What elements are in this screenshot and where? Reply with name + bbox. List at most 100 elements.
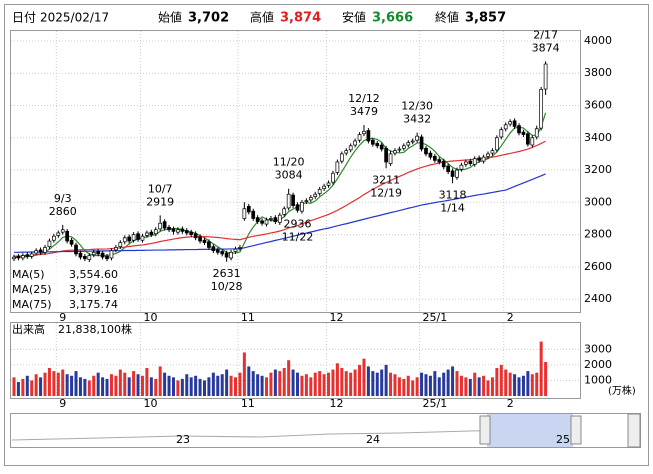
- volume-bar: [473, 372, 477, 396]
- navigator-handle[interactable]: [479, 415, 491, 445]
- volume-bar: [39, 377, 43, 396]
- scroll-button[interactable]: [627, 413, 641, 448]
- candle-body: [526, 133, 530, 145]
- candle-body: [490, 150, 495, 154]
- candle-body: [446, 165, 450, 172]
- candle-body: [140, 235, 145, 241]
- volume-bar: [171, 377, 175, 396]
- candle-body: [21, 255, 25, 259]
- volume-bar: [393, 374, 397, 396]
- candle-body: [114, 247, 118, 251]
- volume-bar: [256, 374, 260, 396]
- price-panel: [10, 30, 581, 313]
- candle-body: [353, 140, 357, 146]
- candle-body: [388, 153, 393, 164]
- candle-body: [180, 228, 185, 232]
- volume-bar: [442, 372, 446, 396]
- annotation-date: 12/12: [348, 92, 380, 105]
- volume-bar: [52, 371, 56, 396]
- volume-tick-label: 1000: [584, 373, 612, 386]
- candle-body: [260, 220, 264, 224]
- candle-body: [83, 255, 87, 260]
- candle-body: [171, 228, 176, 232]
- legend-box: [11, 265, 119, 311]
- legend-name: MA(5): [12, 268, 45, 281]
- volume-bar: [21, 378, 25, 396]
- volume-bar: [74, 371, 78, 396]
- volume-bar: [490, 377, 494, 396]
- candle-body: [495, 137, 499, 151]
- volume-bar: [287, 360, 291, 396]
- volume-bar: [34, 374, 38, 396]
- volume-bar: [251, 371, 255, 396]
- volume-bar: [30, 380, 34, 396]
- candle-body: [455, 169, 459, 178]
- volume-bar: [198, 378, 202, 396]
- volume-bar: [322, 374, 326, 396]
- volume-bar: [437, 377, 441, 396]
- field-value: 3,702: [188, 11, 229, 26]
- candle-body: [331, 172, 335, 183]
- volume-bar: [149, 377, 153, 396]
- candle-body: [539, 89, 544, 129]
- volume-bar: [468, 378, 472, 396]
- annotation-date: 12/19: [370, 186, 402, 199]
- volume-bar: [526, 371, 530, 396]
- candle-body: [401, 145, 406, 149]
- volume-bar: [92, 375, 96, 396]
- candle-body: [193, 233, 198, 239]
- volume-bar: [304, 374, 308, 396]
- y-tick-label: 3400: [584, 131, 612, 144]
- annotation-value: 3211: [372, 173, 400, 186]
- x-tick-label: 10: [143, 397, 157, 410]
- volume-bar: [211, 372, 215, 396]
- navigator-range[interactable]: [487, 414, 573, 447]
- volume-bar: [420, 372, 424, 396]
- volume-bar: [415, 377, 419, 396]
- volume-bar: [451, 366, 455, 396]
- candle-body: [251, 210, 256, 219]
- volume-bar: [78, 377, 82, 396]
- candle-body: [118, 242, 123, 248]
- volume-bar: [349, 372, 353, 396]
- volume-bar: [260, 375, 264, 396]
- volume-bar: [109, 374, 113, 396]
- volume-bar: [459, 375, 463, 396]
- volume-bar: [25, 375, 29, 396]
- legend-name: MA(25): [12, 283, 52, 296]
- candle-body: [29, 253, 34, 257]
- candle-body: [215, 249, 220, 253]
- candle-body: [12, 256, 16, 260]
- candle-body: [136, 233, 140, 240]
- y-tick-label: 3800: [584, 66, 612, 79]
- volume-bar: [189, 377, 193, 396]
- candle-body: [233, 248, 238, 252]
- volume-label: 出来高: [12, 322, 45, 336]
- candle-body: [207, 241, 211, 248]
- volume-bar: [539, 341, 543, 396]
- candle-body: [211, 246, 216, 252]
- ma-line: [13, 140, 546, 257]
- candle-body: [477, 157, 481, 161]
- candle-body: [242, 208, 247, 219]
- volume-bar: [61, 369, 65, 396]
- candle-body: [433, 155, 437, 161]
- field-label: 安値: [342, 10, 366, 25]
- x-tick-label: 25/1: [423, 397, 448, 410]
- volume-tick-label: 2000: [584, 358, 612, 371]
- x-tick-label: 2: [507, 397, 514, 410]
- annotation-value: 2631: [213, 267, 241, 280]
- volume-bar: [83, 378, 87, 396]
- volume-bar: [202, 380, 206, 396]
- volume-bar: [517, 377, 521, 396]
- navigator-handle[interactable]: [570, 415, 582, 445]
- candle-body: [393, 150, 397, 154]
- volume-bar: [47, 368, 51, 396]
- volume-bar: [499, 364, 503, 396]
- candle-body: [530, 137, 535, 146]
- candle-body: [322, 185, 326, 189]
- volume-bar: [194, 375, 198, 396]
- candle-body: [127, 236, 132, 242]
- field-value: 3,874: [280, 11, 321, 26]
- x-tick-label: 12: [330, 397, 344, 410]
